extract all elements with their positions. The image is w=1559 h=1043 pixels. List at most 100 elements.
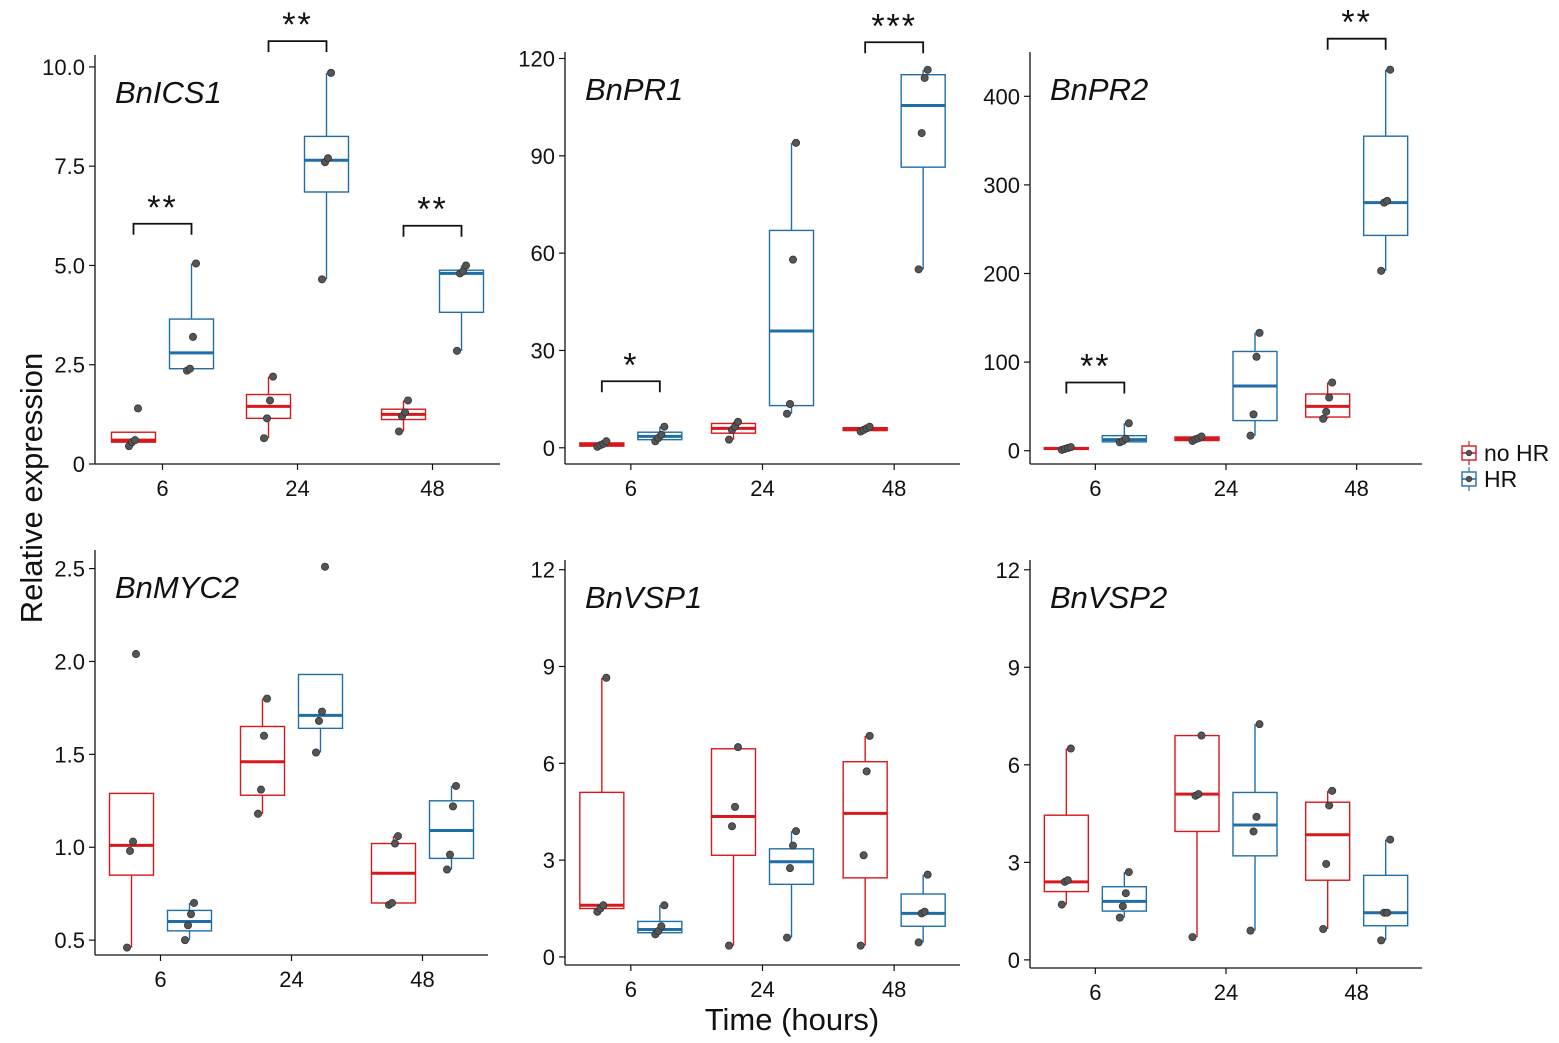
data-point: [387, 898, 396, 907]
box-noHR-24: [245, 372, 292, 443]
significance-6: *: [600, 346, 661, 393]
data-point: [599, 901, 608, 910]
panel-title: BnPR1: [585, 72, 683, 107]
data-point: [394, 427, 403, 436]
panel-bnvsp2: 0 3 6 9 12 6 24 48 BnVSP2: [996, 558, 1422, 1005]
box-HR-24: [303, 68, 350, 284]
data-point: [734, 743, 743, 752]
data-point: [1249, 827, 1258, 836]
box-HR-24: [1232, 720, 1278, 935]
box-noHR-48: [1304, 378, 1351, 423]
x-tick-label: 6: [625, 977, 637, 1002]
data-point: [783, 409, 792, 418]
data-point: [1319, 924, 1328, 933]
panel-title: BnPR2: [1050, 72, 1148, 107]
x-tick-label: 48: [882, 476, 906, 501]
data-point: [1066, 744, 1075, 753]
data-point: [133, 404, 142, 413]
y-tick-label: 10.0: [42, 55, 85, 80]
x-tick-label: 48: [882, 977, 906, 1002]
data-point: [789, 841, 798, 850]
data-point: [1322, 859, 1331, 868]
box-iqr: [710, 748, 757, 856]
data-point: [400, 408, 409, 417]
significance-label: **: [282, 6, 312, 44]
significance-bracket: [1326, 37, 1387, 50]
data-point: [326, 68, 335, 77]
data-point: [445, 850, 454, 859]
box-HR-24: [1232, 328, 1278, 440]
data-point: [792, 138, 801, 147]
data-point: [859, 851, 868, 860]
y-tick-label: 9: [1008, 655, 1020, 680]
data-point: [1383, 196, 1392, 205]
x-tick-label: 24: [750, 977, 774, 1002]
box-iqr: [842, 760, 888, 879]
box-noHR-48: [370, 832, 417, 909]
data-point: [660, 901, 669, 910]
box-noHR-6: [1043, 744, 1090, 909]
data-point: [1115, 913, 1124, 922]
data-point: [259, 434, 268, 443]
box-HR-24: [768, 138, 815, 418]
box-HR-6: [166, 898, 213, 945]
data-point: [320, 562, 329, 571]
box-HR-48: [438, 261, 485, 355]
data-point: [725, 941, 734, 950]
significance-bracket: [402, 224, 463, 237]
data-point: [1325, 801, 1334, 810]
y-tick-label: 5.0: [54, 253, 85, 278]
box-HR-24: [768, 827, 815, 942]
y-tick-label: 2.5: [54, 557, 85, 582]
panel-title: BnVSP1: [585, 580, 702, 615]
data-point: [256, 785, 265, 794]
data-point: [442, 865, 451, 874]
data-point: [660, 422, 669, 431]
box-HR-6: [1101, 419, 1148, 447]
y-tick-label: 2.0: [54, 649, 85, 674]
data-point: [914, 265, 923, 274]
y-tick-label: 12: [531, 558, 555, 583]
data-point: [1377, 266, 1386, 275]
x-tick-label: 24: [279, 967, 303, 992]
data-point: [1188, 933, 1197, 942]
data-point: [731, 802, 740, 811]
y-tick-label: 200: [983, 262, 1020, 287]
x-tick-label: 48: [1344, 980, 1368, 1005]
x-tick-label: 48: [1344, 476, 1368, 501]
box-HR-24: [297, 562, 344, 757]
data-point: [1194, 790, 1203, 799]
data-point: [403, 396, 412, 405]
box-iqr: [1362, 135, 1409, 237]
data-point: [1066, 443, 1075, 452]
significance-24: **: [267, 6, 328, 53]
data-point: [1057, 900, 1066, 909]
box-noHR-6: [110, 404, 157, 451]
box-HR-6: [168, 259, 215, 375]
data-point: [920, 73, 929, 82]
data-point: [923, 870, 932, 879]
x-tick-label: 24: [285, 476, 309, 501]
data-point: [728, 822, 737, 831]
data-point: [317, 707, 326, 716]
significance-48: **: [402, 191, 463, 237]
data-point: [1322, 407, 1331, 416]
panel-title: BnICS1: [115, 75, 222, 110]
data-point: [265, 396, 274, 405]
data-point: [314, 716, 323, 725]
data-point: [1118, 902, 1127, 911]
data-point: [1063, 876, 1072, 885]
data-point: [865, 422, 874, 431]
significance-bracket: [600, 380, 661, 393]
panel-bnvsp1: 0 3 6 9 12 6 24 48 BnVSP1: [531, 558, 960, 1002]
data-point: [180, 936, 189, 945]
data-point: [259, 731, 268, 740]
x-tick-label: 48: [410, 967, 434, 992]
data-point: [1197, 432, 1206, 441]
x-tick-label: 24: [1214, 476, 1238, 501]
data-point: [1252, 352, 1261, 361]
data-point: [734, 417, 743, 426]
significance-bracket: [864, 41, 925, 54]
